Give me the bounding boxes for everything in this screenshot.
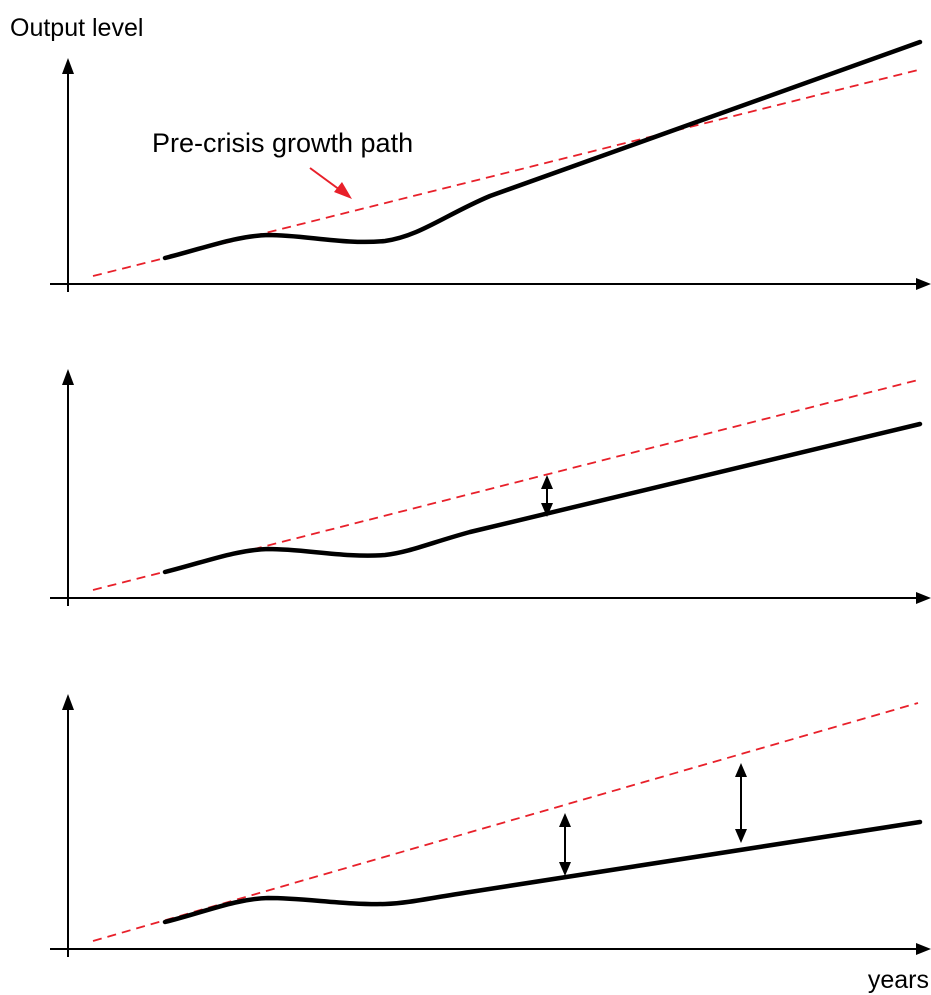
panel-1-y-arrowhead — [62, 58, 74, 74]
panel-2-x-arrowhead — [916, 592, 931, 604]
panel-3-gap-2-arrow-down — [735, 829, 747, 843]
annotation-pointer — [309, 167, 341, 191]
x-axis-label: years — [868, 966, 929, 994]
annotation-pointer-head — [334, 182, 352, 199]
panel-1-actual-output-path — [162, 39, 923, 261]
panel-3 — [50, 694, 931, 957]
panel-3-actual-output-path — [162, 819, 923, 925]
panel-2 — [50, 369, 931, 606]
panel-3-gap-2-arrow-up — [735, 763, 747, 777]
y-axis-label: Output level — [10, 14, 143, 42]
panel-2-y-arrowhead — [62, 369, 74, 385]
panel-2-gap-arrow-up — [541, 475, 553, 489]
panel-2-gap-arrow-down — [541, 503, 553, 517]
panel-1-x-arrowhead — [916, 278, 931, 290]
panel-3-gap-1-arrow-up — [559, 813, 571, 827]
panel-2-actual-output-path — [162, 421, 923, 575]
panel-1: Pre-crisis growth path — [50, 39, 931, 292]
panel-3-gap-1-arrow-down — [559, 862, 571, 876]
panel-3-y-arrowhead — [62, 694, 74, 710]
panel-3-x-arrowhead — [916, 943, 931, 955]
pre-crisis-annotation: Pre-crisis growth path — [152, 128, 413, 158]
